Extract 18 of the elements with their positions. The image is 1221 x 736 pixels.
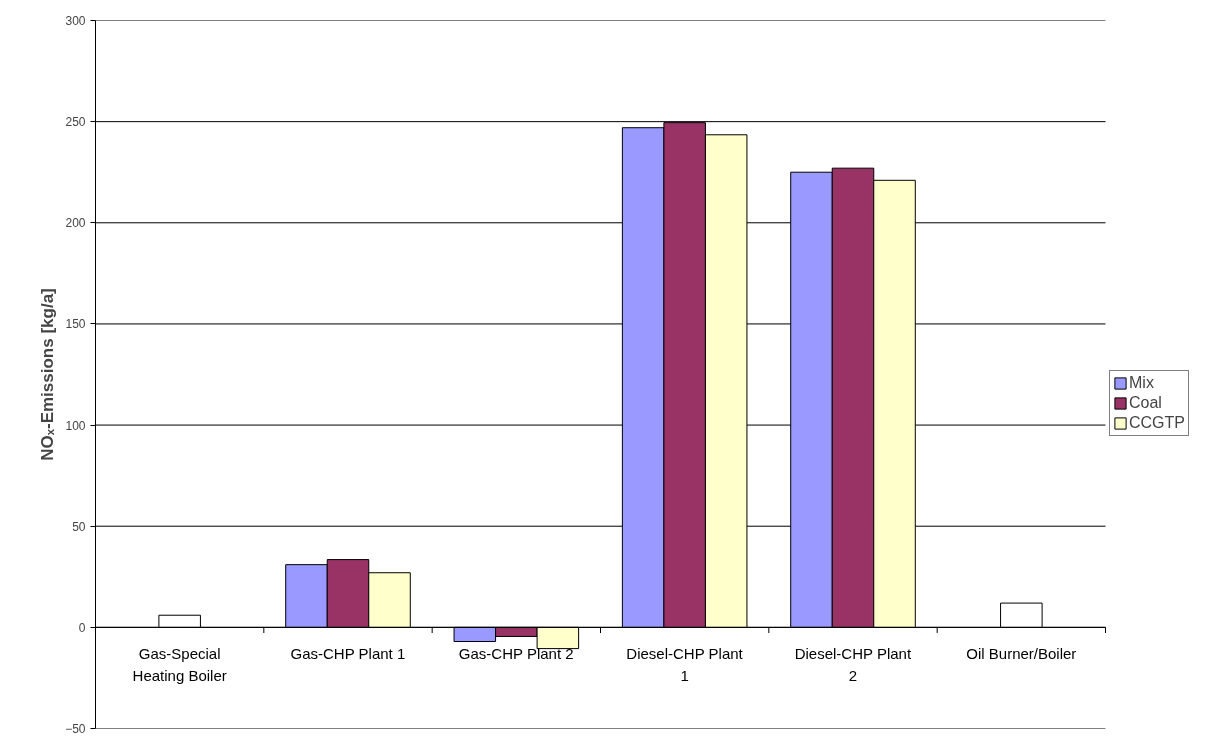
y-tick-label: 0 bbox=[78, 620, 86, 635]
x-tick-label: Oil Burner/Boiler bbox=[966, 645, 1077, 663]
y-tick-label: 100 bbox=[65, 418, 86, 433]
y-tick-label: 150 bbox=[65, 317, 86, 332]
x-tick-label: Diesel-CHP Plant 1 bbox=[626, 645, 744, 684]
y-tick-label: 250 bbox=[65, 115, 86, 130]
y-tick-label: −50 bbox=[65, 722, 86, 736]
y-tick-label: 300 bbox=[65, 14, 86, 28]
legend-label: CCGTP bbox=[1129, 414, 1185, 432]
x-tick-label: Diesel-CHP Plant 2 bbox=[794, 645, 912, 684]
y-tick-label: 200 bbox=[65, 216, 86, 231]
x-tick-label: Gas-CHP Plant 2 bbox=[458, 645, 574, 663]
y-tick-label: 50 bbox=[72, 519, 86, 534]
legend-label: Mix bbox=[1129, 374, 1154, 392]
legend-label: Coal bbox=[1129, 394, 1162, 412]
x-tick-label: Gas-CHP Plant 1 bbox=[290, 645, 406, 663]
y-axis-title: NOₓ-Emissions [kg/a] bbox=[38, 288, 58, 461]
x-tick-label: Gas-Special Heating Boiler bbox=[132, 645, 227, 684]
